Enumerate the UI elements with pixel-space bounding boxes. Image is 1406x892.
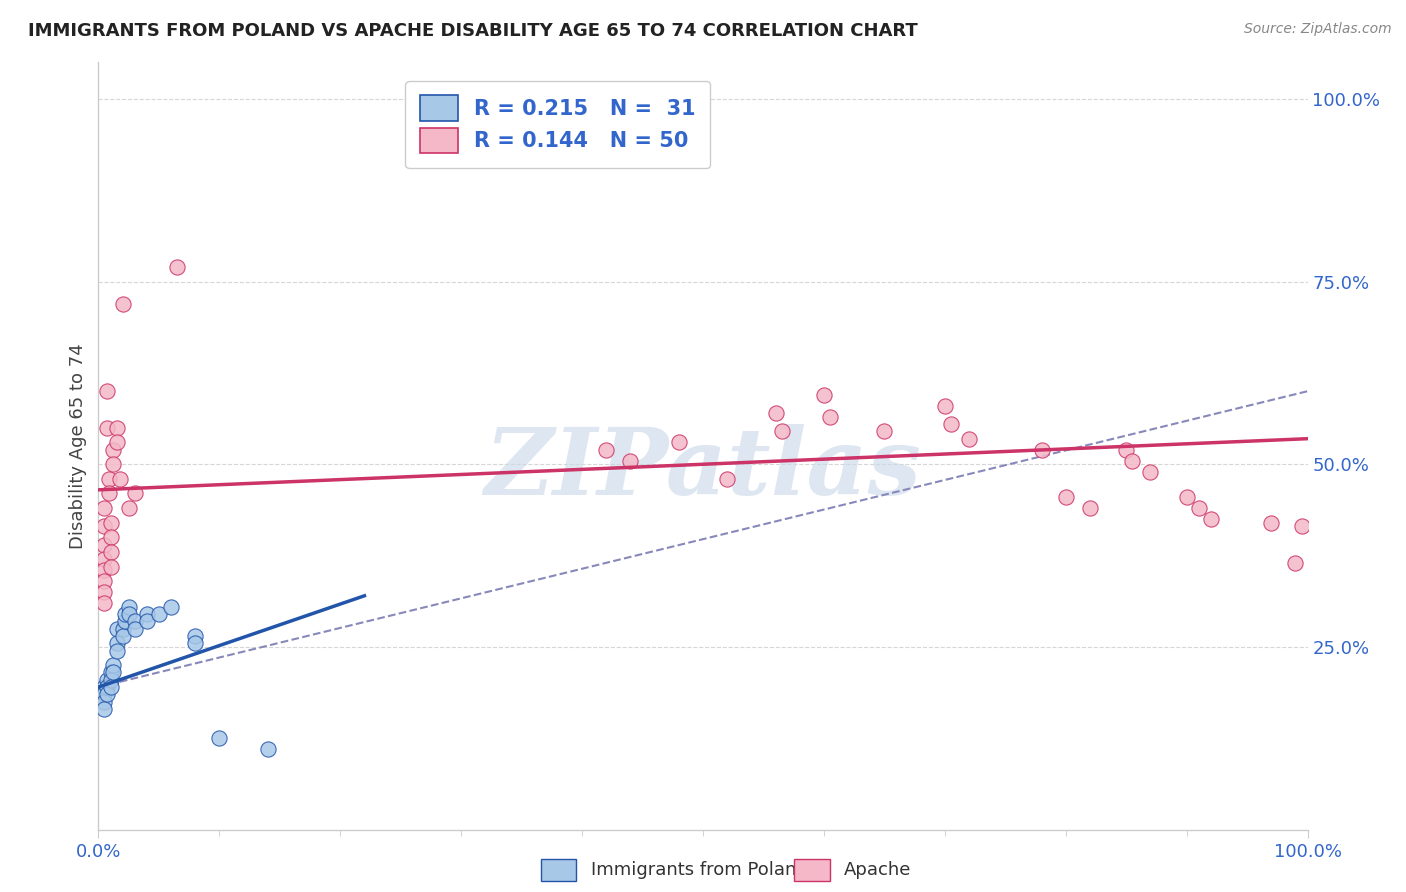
Point [96, 680, 118, 694]
Point [939, 417, 962, 431]
Point [148, 607, 170, 621]
Point [114, 607, 136, 621]
Point [93, 687, 115, 701]
Point [100, 680, 122, 694]
Point [1175, 490, 1198, 504]
Point [124, 615, 146, 629]
Point [1188, 501, 1211, 516]
Point [934, 399, 956, 413]
Point [135, 607, 157, 621]
Point [1078, 501, 1101, 516]
Point [100, 665, 122, 680]
Point [100, 530, 122, 544]
Point [716, 472, 738, 486]
Point [124, 622, 146, 636]
Point [93, 680, 115, 694]
Point [100, 545, 122, 559]
Point [770, 425, 793, 439]
Point [111, 629, 134, 643]
Point [957, 432, 980, 446]
Point [105, 622, 128, 636]
Point [1291, 519, 1313, 533]
Point [93, 585, 115, 599]
Point [96, 673, 118, 687]
Point [98, 486, 121, 500]
Point [873, 425, 896, 439]
Point [1260, 516, 1282, 530]
Point [100, 559, 122, 574]
Point [101, 442, 124, 457]
Point [93, 538, 115, 552]
Point [98, 472, 121, 486]
Point [105, 636, 128, 650]
Point [105, 643, 128, 657]
Point [96, 421, 118, 435]
Point [160, 599, 183, 614]
Point [184, 636, 207, 650]
Point [619, 453, 641, 467]
Point [93, 519, 115, 533]
Point [93, 695, 115, 709]
Point [111, 622, 134, 636]
Point [1031, 442, 1053, 457]
Point [1199, 512, 1222, 526]
Point [96, 687, 118, 701]
Point [105, 421, 128, 435]
Legend: R = 0.215   N =  31, R = 0.144   N = 50: R = 0.215 N = 31, R = 0.144 N = 50 [405, 80, 710, 168]
Point [124, 486, 146, 500]
Point [93, 552, 115, 566]
Point [668, 435, 690, 450]
Point [101, 665, 124, 680]
Text: ZIPatlas: ZIPatlas [485, 424, 921, 514]
Point [1284, 556, 1306, 570]
Point [93, 596, 115, 610]
Point [118, 607, 141, 621]
Point [135, 615, 157, 629]
Point [818, 409, 841, 424]
Point [105, 435, 128, 450]
Point [108, 472, 131, 486]
Point [101, 457, 124, 471]
Point [1054, 490, 1077, 504]
Point [1115, 442, 1137, 457]
Y-axis label: Disability Age 65 to 74: Disability Age 65 to 74 [69, 343, 87, 549]
Text: Source: ZipAtlas.com: Source: ZipAtlas.com [1244, 22, 1392, 37]
Point [595, 442, 617, 457]
Point [166, 260, 188, 274]
Point [813, 388, 835, 402]
Point [256, 742, 278, 756]
Point [93, 702, 115, 716]
Text: Apache: Apache [844, 861, 911, 879]
Point [101, 658, 124, 673]
Point [93, 563, 115, 577]
Text: IMMIGRANTS FROM POLAND VS APACHE DISABILITY AGE 65 TO 74 CORRELATION CHART: IMMIGRANTS FROM POLAND VS APACHE DISABIL… [28, 22, 918, 40]
Point [114, 615, 136, 629]
Point [100, 673, 122, 687]
Point [118, 501, 141, 516]
Point [1121, 453, 1143, 467]
Point [93, 501, 115, 516]
Point [111, 296, 134, 310]
Point [184, 629, 207, 643]
Text: Immigrants from Poland: Immigrants from Poland [591, 861, 807, 879]
Point [93, 574, 115, 589]
Point [1139, 465, 1161, 479]
Point [96, 384, 118, 399]
Point [100, 516, 122, 530]
Point [474, 136, 496, 150]
Point [208, 731, 231, 746]
Point [765, 406, 787, 420]
Point [118, 599, 141, 614]
